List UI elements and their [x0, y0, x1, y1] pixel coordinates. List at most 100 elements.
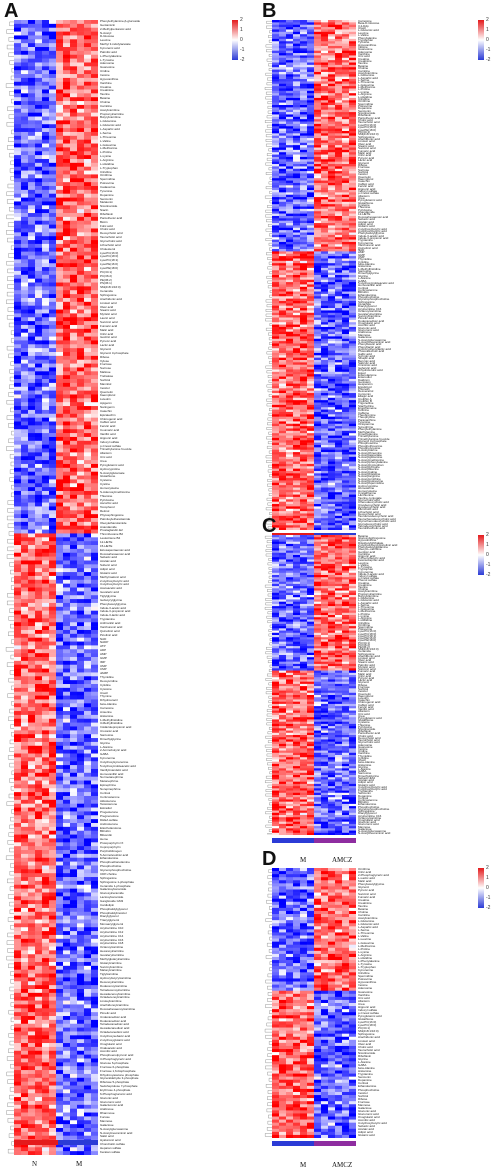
heat-cell — [321, 46, 328, 49]
heat-cell — [77, 920, 84, 924]
heat-cell — [14, 356, 21, 360]
heat-cell — [70, 545, 77, 549]
heat-cell — [56, 719, 63, 723]
heat-cell — [342, 88, 349, 91]
heat-cell — [342, 176, 349, 179]
heat-cell — [49, 638, 56, 642]
heat-cell — [35, 993, 42, 997]
heat-cell — [63, 645, 70, 649]
heat-cell — [91, 310, 98, 314]
heat-cell — [28, 607, 35, 611]
heat-cell — [28, 1016, 35, 1020]
heat-cell — [286, 216, 293, 219]
heat-cell — [70, 1012, 77, 1016]
heat-cell — [335, 84, 342, 87]
heat-cell — [35, 935, 42, 939]
heat-cell — [91, 252, 98, 256]
heat-cell — [77, 746, 84, 750]
heat-cell — [49, 557, 56, 561]
heat-cell — [21, 263, 28, 267]
heat-cell — [91, 1016, 98, 1020]
heat-cell — [70, 232, 77, 236]
heat-cell — [49, 892, 56, 896]
heat-cell — [35, 325, 42, 329]
heat-cell — [335, 32, 342, 35]
heat-cell — [328, 88, 335, 91]
heat-cell — [42, 32, 49, 36]
heat-cell — [77, 74, 84, 78]
heat-cell — [14, 989, 21, 993]
heat-cell — [28, 78, 35, 82]
heat-cell — [14, 132, 21, 136]
heat-cell — [56, 174, 63, 178]
heat-cell — [49, 730, 56, 734]
heat-cell — [35, 950, 42, 954]
heat-cell — [28, 615, 35, 619]
heat-cell — [63, 1028, 70, 1032]
heat-cell — [84, 846, 91, 850]
heat-cell — [21, 352, 28, 356]
heat-cell — [293, 55, 300, 58]
heat-cell — [77, 950, 84, 954]
heat-cell — [56, 1024, 63, 1028]
heat-cell — [49, 279, 56, 283]
heat-cell — [42, 684, 49, 688]
heat-cell — [342, 91, 349, 94]
heat-cell — [56, 171, 63, 175]
heat-cell — [70, 86, 77, 90]
heat-cell — [77, 190, 84, 194]
heat-cell — [28, 680, 35, 684]
heat-cell — [84, 726, 91, 730]
heat-cell — [49, 271, 56, 275]
heat-cell — [84, 174, 91, 178]
heat-cell — [272, 214, 279, 217]
heat-cell — [84, 858, 91, 862]
heat-cell — [28, 854, 35, 858]
heat-cell — [28, 364, 35, 368]
heat-cell — [91, 1116, 98, 1120]
heat-cell — [42, 167, 49, 171]
heat-cell — [56, 835, 63, 839]
heat-cell — [342, 63, 349, 66]
heat-cell — [14, 163, 21, 167]
heat-cell — [84, 657, 91, 661]
heat-cell — [286, 117, 293, 120]
heat-cell — [63, 306, 70, 310]
heat-cell — [70, 228, 77, 232]
heat-cell — [21, 769, 28, 773]
heat-cell — [28, 549, 35, 553]
heat-cell — [300, 34, 307, 37]
heat-cell — [286, 140, 293, 143]
heat-cell — [35, 661, 42, 665]
heat-cell — [70, 908, 77, 912]
heat-cell — [84, 750, 91, 754]
heat-cell — [307, 55, 314, 58]
heat-cell — [56, 1039, 63, 1043]
heat-cell — [14, 275, 21, 279]
heat-cell — [28, 661, 35, 665]
heat-cell — [49, 699, 56, 703]
heat-cell — [279, 235, 286, 238]
heat-cell — [14, 252, 21, 256]
heat-cell — [300, 93, 307, 96]
heat-cell — [42, 1028, 49, 1032]
heat-cell — [63, 730, 70, 734]
heat-cell — [35, 109, 42, 113]
heat-cell — [42, 792, 49, 796]
heat-cell — [63, 638, 70, 642]
heat-cell — [49, 599, 56, 603]
heat-cell — [286, 173, 293, 176]
heat-cell — [77, 781, 84, 785]
heat-cell — [56, 962, 63, 966]
heat-cell — [35, 441, 42, 445]
heat-cell — [91, 607, 98, 611]
heat-cell — [70, 815, 77, 819]
heat-cell — [84, 1124, 91, 1128]
heat-cell — [21, 28, 28, 32]
heat-cell — [42, 958, 49, 962]
heat-cell — [342, 27, 349, 30]
heat-cell — [35, 626, 42, 630]
heat-cell — [84, 429, 91, 433]
heat-cell — [28, 939, 35, 943]
heat-cell — [63, 317, 70, 321]
